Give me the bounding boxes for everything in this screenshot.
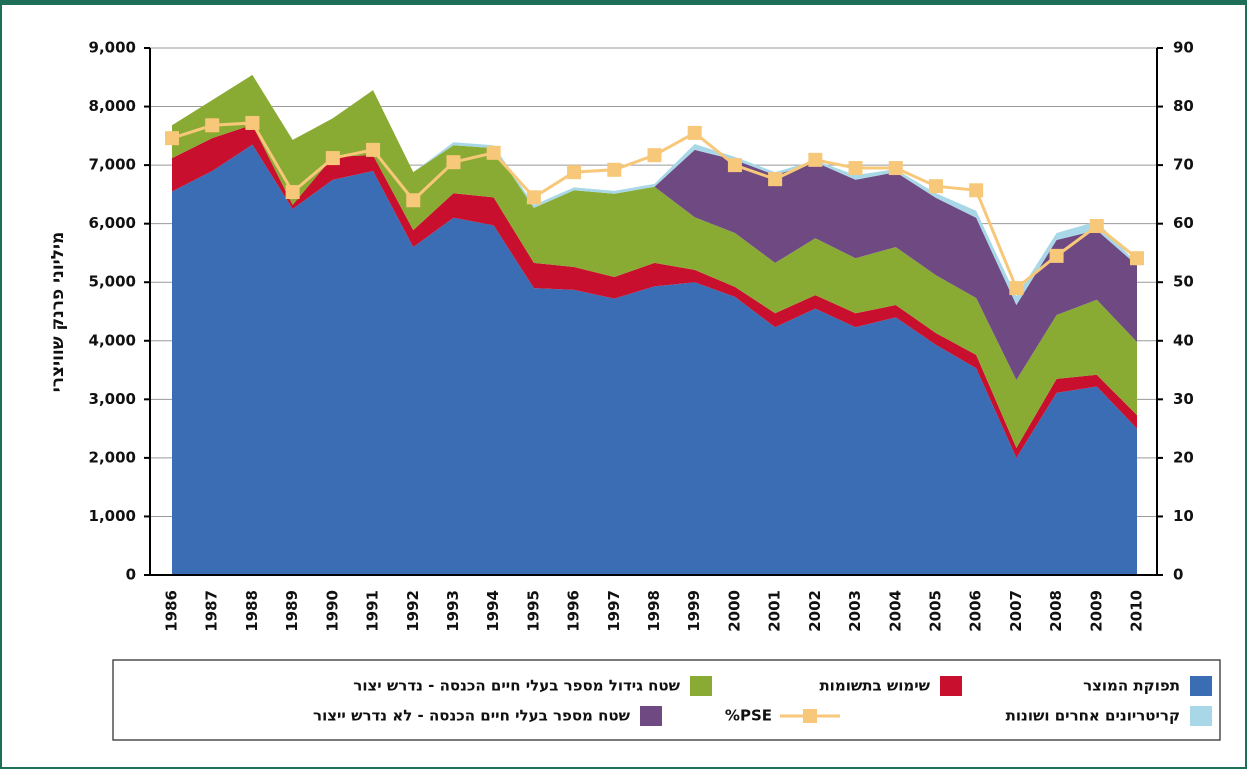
legend-label: שטח מספר בעלי חיים הכנסה - לא נדרש ייצור (313, 707, 631, 725)
pse-marker (1130, 251, 1144, 266)
x-tick-label: 2006 (967, 590, 985, 632)
pse-marker (325, 151, 340, 166)
pse-marker (205, 118, 220, 133)
y2-tick-label: 0 (1173, 566, 1183, 584)
y-axis-label: מיליוני פרנק שוויצרי (48, 232, 68, 393)
x-tick-label: 1999 (685, 590, 703, 632)
legend-swatch (690, 676, 712, 696)
x-tick-label: 1995 (524, 590, 542, 632)
x-tick-label: 1989 (283, 590, 301, 632)
pse-marker (567, 165, 582, 180)
legend-label: קריטריונים אחרים ושונות (1006, 707, 1180, 725)
x-tick-label: 1998 (645, 590, 663, 632)
y-tick-label: 5,000 (89, 273, 136, 291)
pse-marker (1049, 248, 1064, 263)
legend-label: שימוש בתשומות (819, 677, 930, 695)
x-tick-label: 1986 (163, 590, 181, 632)
y2-tick-label: 40 (1173, 331, 1194, 349)
pse-marker (928, 179, 943, 194)
legend-box (112, 659, 1221, 741)
y-tick-label: 9,000 (89, 39, 136, 57)
x-tick-label: 1987 (203, 590, 221, 632)
y2-tick-label: 50 (1173, 273, 1194, 291)
y2-tick-label: 90 (1173, 39, 1194, 57)
x-tick-label: 2007 (1007, 590, 1025, 632)
legend-label: שטח גידול מספר בעלי חיים הכנסה - נדרש יצ… (353, 677, 680, 695)
x-tick-label: 2002 (806, 590, 824, 632)
x-tick-label: 2005 (926, 590, 944, 632)
x-tick-label: 2010 (1128, 590, 1146, 632)
legend-marker (803, 709, 817, 723)
pse-marker (486, 145, 501, 160)
x-tick-label: 1994 (484, 590, 502, 632)
y2-tick-label: 70 (1173, 156, 1194, 174)
y-tick-label: 4,000 (89, 331, 136, 349)
legend-label: תפוקת המוצר (1083, 677, 1180, 695)
area (172, 74, 1137, 448)
x-tick-label: 2008 (1047, 590, 1065, 632)
pse-marker (768, 172, 783, 187)
pse-marker (1089, 219, 1104, 234)
pse-marker (1009, 281, 1024, 296)
x-tick-label: 2001 (766, 590, 784, 632)
y-tick-label: 6,000 (89, 214, 136, 232)
pse-marker (848, 161, 863, 176)
x-tick-label: 1990 (323, 590, 341, 632)
x-tick-label: 1996 (565, 590, 583, 632)
x-tick-label: 1991 (364, 590, 382, 632)
x-tick-label: 1992 (404, 590, 422, 632)
y-tick-label: 3,000 (89, 390, 136, 408)
y2-tick-label: 60 (1173, 214, 1194, 232)
legend-label: PSE% (725, 707, 772, 725)
x-tick-label: 1988 (243, 590, 261, 632)
x-tick-label: 2004 (886, 590, 904, 632)
pse-marker (165, 131, 179, 146)
area (172, 124, 1137, 458)
pse-marker (285, 185, 300, 200)
legend-swatch (640, 706, 662, 726)
x-tick-label: 2009 (1087, 590, 1105, 632)
pse-marker (969, 183, 984, 198)
y-tick-label: 7,000 (89, 156, 136, 174)
pse-marker (888, 161, 903, 176)
pse-marker (687, 125, 702, 140)
x-tick-label: 2000 (725, 590, 743, 632)
y2-tick-label: 10 (1173, 507, 1194, 525)
pse-marker (245, 115, 260, 130)
y-tick-label: 0 (126, 566, 136, 584)
pse-marker (647, 148, 662, 163)
area (172, 74, 1137, 381)
pse-marker (406, 193, 421, 208)
legend-swatch (1190, 676, 1212, 696)
y2-tick-label: 20 (1173, 448, 1194, 466)
pse-marker (526, 190, 541, 205)
legend-swatch (940, 676, 962, 696)
pse-marker (727, 158, 742, 173)
x-tick-label: 1993 (444, 590, 462, 632)
pse-marker (366, 142, 381, 157)
x-tick-label: 1997 (605, 590, 623, 632)
x-tick-label: 2003 (846, 590, 864, 632)
y-tick-label: 8,000 (89, 97, 136, 115)
y2-tick-label: 80 (1173, 97, 1194, 115)
y-tick-label: 1,000 (89, 507, 136, 525)
legend-swatch (1190, 706, 1212, 726)
pse-marker (446, 155, 461, 170)
area (172, 144, 1137, 575)
y2-tick-label: 30 (1173, 390, 1194, 408)
pse-marker (808, 152, 823, 167)
y-tick-label: 2,000 (89, 448, 136, 466)
top-bar (0, 0, 1247, 5)
pse-marker (607, 162, 622, 177)
